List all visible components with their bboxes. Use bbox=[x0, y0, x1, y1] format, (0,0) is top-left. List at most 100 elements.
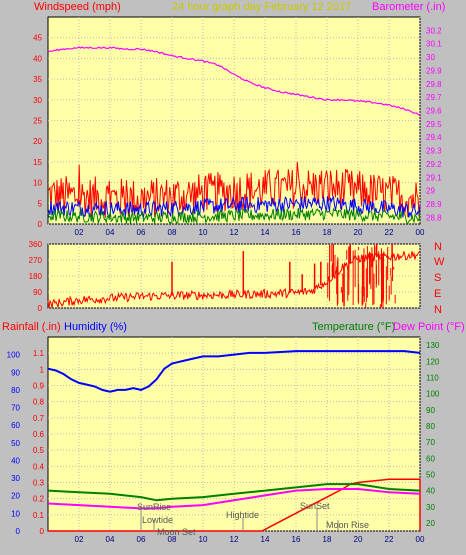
event-moonset: Moon Set bbox=[157, 527, 196, 537]
x-tick-label: 18 bbox=[323, 228, 332, 237]
rain-y-tick: 0 bbox=[40, 527, 45, 536]
x-tick-label: 00 bbox=[416, 228, 425, 237]
x-tick-label: 02 bbox=[75, 535, 84, 544]
event-lowtide: Lowtide bbox=[142, 515, 173, 525]
direction-y-tick: 270 bbox=[29, 256, 43, 265]
humidity-y-tick: 90 bbox=[11, 368, 20, 377]
windspeed-series-0 bbox=[47, 161, 421, 219]
x-tick-label: 12 bbox=[230, 535, 239, 544]
rain-y-tick: 0.8 bbox=[33, 398, 45, 407]
baro-y-tick: 29.7 bbox=[426, 93, 442, 102]
wind-y-tick: 30 bbox=[33, 96, 42, 105]
baro-y-tick: 28.8 bbox=[426, 213, 442, 222]
x-tick-label: 12 bbox=[230, 228, 239, 237]
humidity-y-tick: 60 bbox=[11, 421, 20, 430]
humidity-y-tick: 50 bbox=[11, 439, 20, 448]
rain-y-tick: 0.6 bbox=[33, 430, 45, 439]
x-tick-label: 14 bbox=[261, 535, 270, 544]
temp-y-tick: 100 bbox=[426, 390, 440, 399]
humidity-y-tick: 80 bbox=[11, 386, 20, 395]
wind-y-tick: 20 bbox=[33, 137, 42, 146]
x-tick-label: 06 bbox=[137, 228, 146, 237]
baro-y-tick: 28.9 bbox=[426, 200, 442, 209]
baro-y-tick: 29.5 bbox=[426, 120, 442, 129]
humidity-line bbox=[47, 350, 421, 393]
x-tick-label: 20 bbox=[354, 535, 363, 544]
x-tick-label: 10 bbox=[199, 535, 208, 544]
wind-y-tick: 10 bbox=[33, 179, 42, 188]
rain-y-tick: 0.1 bbox=[33, 511, 45, 520]
x-tick-label: 10 bbox=[199, 228, 208, 237]
compass-label: N bbox=[434, 241, 442, 253]
rain-y-tick: 0.7 bbox=[33, 414, 45, 423]
rain-y-tick: 1.1 bbox=[33, 349, 45, 358]
x-tick-label: 22 bbox=[385, 535, 394, 544]
humidity-y-tick: 70 bbox=[11, 404, 20, 413]
event-moonrise: Moon Rise bbox=[326, 520, 369, 530]
rain-y-tick: 0.5 bbox=[33, 446, 45, 455]
temp-y-tick: 20 bbox=[426, 519, 435, 528]
x-tick-label: 18 bbox=[323, 535, 332, 544]
humidity-axis-label: Humidity (%) bbox=[64, 321, 127, 333]
x-tick-label: 04 bbox=[106, 535, 115, 544]
temp-y-tick: 90 bbox=[426, 406, 435, 415]
rainfall-axis-label: Rainfall (.in) bbox=[2, 321, 61, 333]
baro-y-tick: 29.8 bbox=[426, 80, 442, 89]
baro-y-tick: 29.4 bbox=[426, 133, 442, 142]
baro-y-tick: 29 bbox=[426, 187, 435, 196]
wind-y-tick: 25 bbox=[33, 117, 42, 126]
x-tick-label: 16 bbox=[292, 535, 301, 544]
x-tick-label: 14 bbox=[261, 228, 270, 237]
x-tick-label: 20 bbox=[354, 228, 363, 237]
rain-y-tick: 0.2 bbox=[33, 495, 45, 504]
baro-y-tick: 29.6 bbox=[426, 106, 442, 115]
rain-y-tick: 0.3 bbox=[33, 479, 45, 488]
humidity-y-tick: 0 bbox=[16, 527, 21, 536]
humidity-y-tick: 100 bbox=[7, 351, 21, 360]
chart-marks bbox=[47, 46, 421, 532]
temp-y-tick: 130 bbox=[426, 341, 440, 350]
rain-y-tick: 0.4 bbox=[33, 462, 45, 471]
direction-y-tick: 90 bbox=[33, 288, 42, 297]
temp-y-tick: 40 bbox=[426, 487, 435, 496]
wind-y-tick: 0 bbox=[38, 220, 43, 229]
x-tick-label: 02 bbox=[75, 228, 84, 237]
axis-ticks: 05101520253035404528.828.92929.129.229.3… bbox=[7, 26, 445, 544]
compass-label: S bbox=[434, 272, 441, 284]
baro-y-tick: 29.1 bbox=[426, 173, 442, 182]
compass-label: E bbox=[434, 288, 441, 300]
temp-y-tick: 50 bbox=[426, 470, 435, 479]
temp-y-tick: 120 bbox=[426, 357, 440, 366]
temp-y-tick: 60 bbox=[426, 454, 435, 463]
x-tick-label: 00 bbox=[416, 535, 425, 544]
wind-y-tick: 15 bbox=[33, 158, 42, 167]
rain-y-tick: 0.9 bbox=[33, 382, 45, 391]
baro-y-tick: 30 bbox=[426, 53, 435, 62]
event-annotations: SunRise Lowtide Moon Set Hightide SunSet… bbox=[137, 501, 369, 537]
event-sunset: SunSet bbox=[300, 501, 330, 511]
compass-label: W bbox=[434, 256, 445, 268]
wind-y-tick: 35 bbox=[33, 75, 42, 84]
baro-y-tick: 29.9 bbox=[426, 66, 442, 75]
event-hightide: Hightide bbox=[226, 510, 259, 520]
temp-y-tick: 80 bbox=[426, 422, 435, 431]
x-tick-label: 06 bbox=[137, 535, 146, 544]
chart-title: 24 hour graph day February 12 2017 bbox=[172, 1, 351, 13]
direction-y-tick: 360 bbox=[29, 240, 43, 249]
wind-y-tick: 5 bbox=[38, 199, 43, 208]
barometer-line bbox=[47, 46, 421, 116]
wind-y-tick: 40 bbox=[33, 54, 42, 63]
rain-y-tick: 1 bbox=[40, 365, 45, 374]
humidity-y-tick: 20 bbox=[11, 492, 20, 501]
baro-y-tick: 29.3 bbox=[426, 147, 442, 156]
direction-y-tick: 180 bbox=[29, 272, 43, 281]
event-sunrise: SunRise bbox=[137, 502, 171, 512]
baro-y-tick: 30.1 bbox=[426, 40, 442, 49]
x-tick-label: 16 bbox=[292, 228, 301, 237]
humidity-y-tick: 10 bbox=[11, 509, 20, 518]
windspeed-series-2 bbox=[47, 207, 421, 225]
direction-y-tick: 0 bbox=[38, 304, 43, 313]
compass-label: N bbox=[434, 304, 442, 316]
